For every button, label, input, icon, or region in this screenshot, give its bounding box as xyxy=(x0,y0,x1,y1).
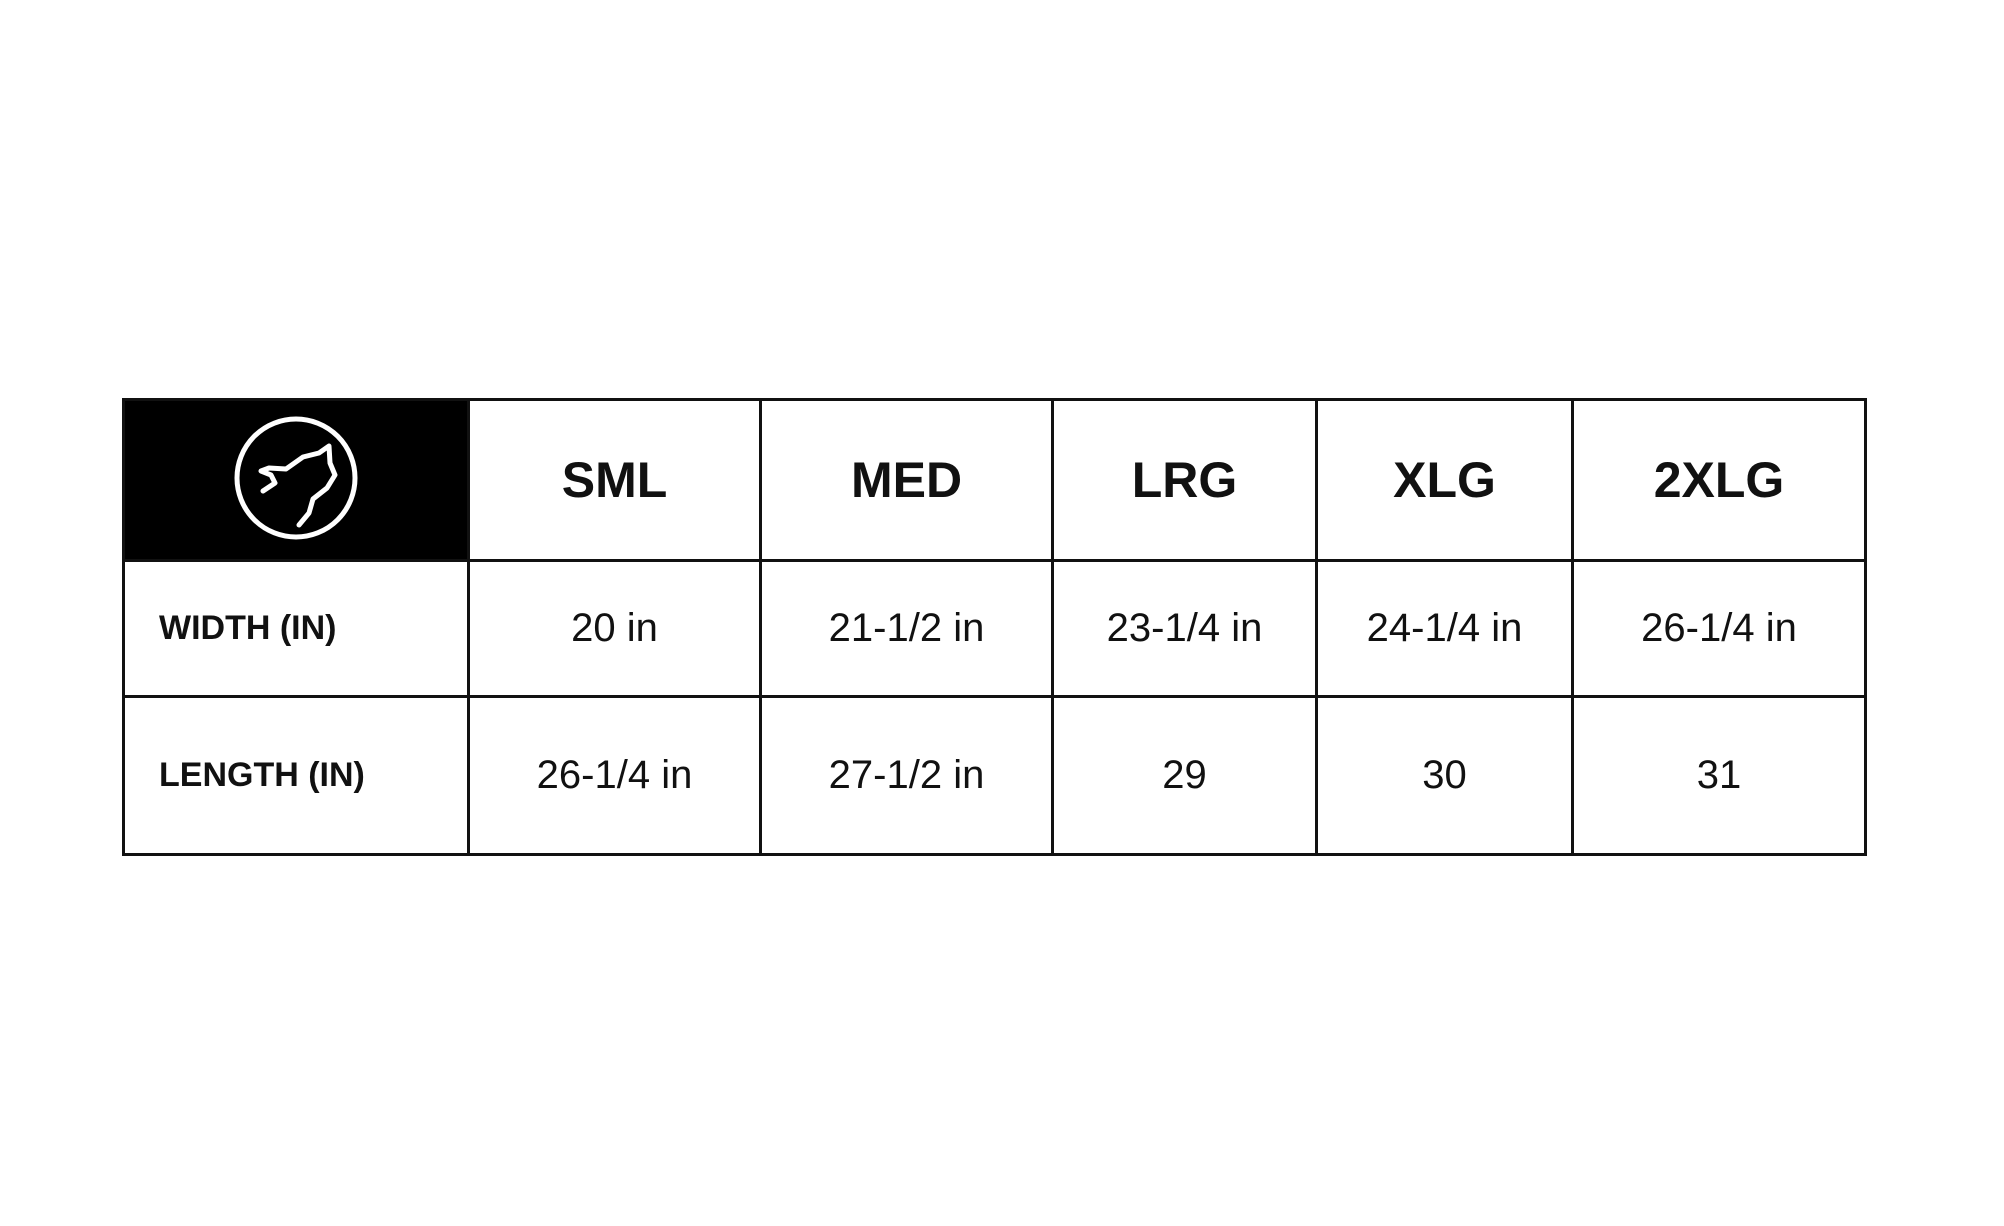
cell-width-2xlg: 26-1/4 in xyxy=(1571,559,1867,698)
header-row: SML MED LRG XLG 2XLG xyxy=(122,398,1867,562)
size-chart-table: SML MED LRG XLG 2XLG WIDTH (IN) 20 in 21… xyxy=(122,398,1867,856)
column-header-2xlg: 2XLG xyxy=(1571,398,1867,562)
column-header-med: MED xyxy=(759,398,1054,562)
cell-width-lrg: 23-1/4 in xyxy=(1051,559,1318,698)
wolf-logo-icon xyxy=(234,416,358,539)
cell-length-xlg: 30 xyxy=(1315,695,1574,856)
cell-width-xlg: 24-1/4 in xyxy=(1315,559,1574,698)
column-header-xlg: XLG xyxy=(1315,398,1574,562)
row-label-width: WIDTH (IN) xyxy=(122,559,470,698)
table-row-width: WIDTH (IN) 20 in 21-1/2 in 23-1/4 in 24-… xyxy=(122,559,1867,698)
logo-cell xyxy=(122,398,470,562)
table-row-length: LENGTH (IN) 26-1/4 in 27-1/2 in 29 30 31 xyxy=(122,695,1867,856)
row-label-length: LENGTH (IN) xyxy=(122,695,470,856)
cell-length-sml: 26-1/4 in xyxy=(467,695,762,856)
column-header-lrg: LRG xyxy=(1051,398,1318,562)
column-header-sml: SML xyxy=(467,398,762,562)
cell-width-med: 21-1/2 in xyxy=(759,559,1054,698)
cell-width-sml: 20 in xyxy=(467,559,762,698)
cell-length-lrg: 29 xyxy=(1051,695,1318,856)
cell-length-med: 27-1/2 in xyxy=(759,695,1054,856)
cell-length-2xlg: 31 xyxy=(1571,695,1867,856)
